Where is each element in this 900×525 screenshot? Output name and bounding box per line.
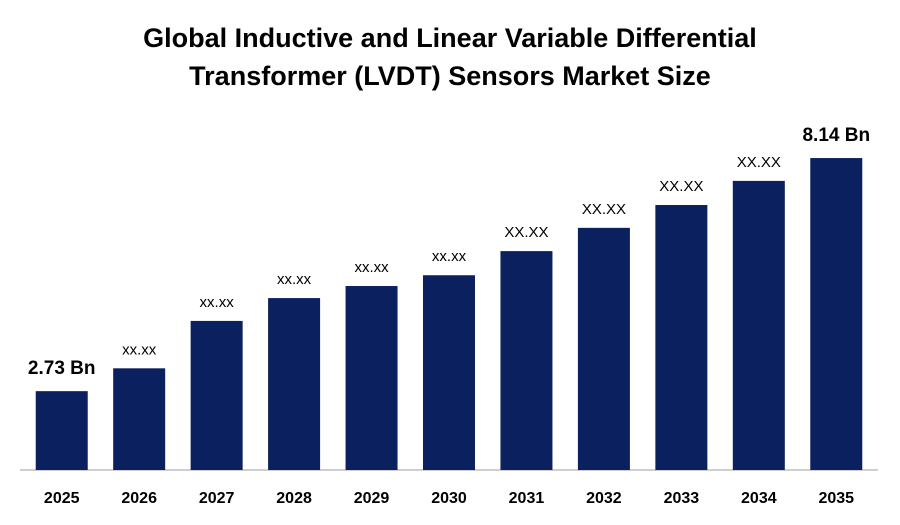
bar	[810, 158, 863, 470]
data-label: xx.xx	[277, 271, 312, 288]
bar	[190, 320, 243, 470]
bar	[577, 227, 630, 470]
bar	[113, 368, 166, 470]
data-label: xx.xx	[200, 294, 235, 311]
x-tick-label: 2032	[586, 490, 622, 507]
chart-title: Transformer (LVDT) Sensors Market Size	[189, 61, 711, 91]
data-label: 2.73 Bn	[28, 358, 96, 379]
x-tick-label: 2029	[354, 490, 390, 507]
x-tick-label: 2034	[741, 490, 777, 507]
x-tick-label: 2035	[818, 490, 854, 507]
data-label: XX.XX	[737, 154, 781, 171]
data-label: XX.XX	[504, 224, 548, 241]
x-tick-label: 2028	[276, 490, 312, 507]
x-tick-label: 2033	[664, 490, 700, 507]
x-tick-label: 2026	[121, 490, 157, 507]
bar	[500, 251, 553, 470]
bar	[345, 286, 398, 470]
bar	[35, 391, 88, 470]
x-tick-label: 2030	[431, 490, 467, 507]
data-label: xx.xx	[122, 341, 157, 358]
x-tick-label: 2027	[199, 490, 235, 507]
bar	[655, 205, 708, 470]
data-label: XX.XX	[659, 178, 703, 195]
bar	[423, 275, 475, 470]
data-label: xx.xx	[354, 259, 389, 276]
data-label: xx.xx	[432, 248, 467, 265]
data-label: 8.14 Bn	[802, 125, 870, 146]
chart-title: Global Inductive and Linear Variable Dif…	[143, 23, 757, 53]
x-tick-label: 2025	[44, 490, 80, 507]
x-tick-label: 2031	[509, 490, 545, 507]
bar	[268, 298, 321, 470]
bar	[732, 180, 785, 470]
data-label: XX.XX	[582, 201, 626, 218]
